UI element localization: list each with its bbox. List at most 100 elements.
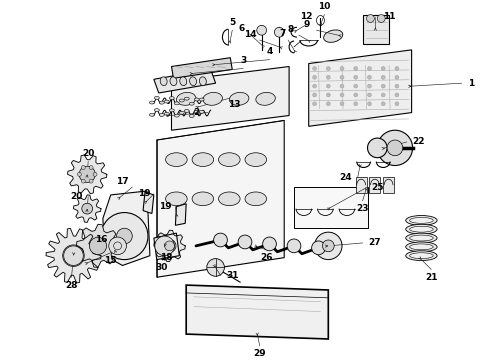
Circle shape — [387, 140, 403, 156]
Text: 20: 20 — [82, 149, 95, 158]
Circle shape — [326, 67, 330, 71]
Ellipse shape — [174, 114, 179, 117]
Text: 16: 16 — [95, 235, 107, 244]
Text: 24: 24 — [340, 173, 352, 182]
Circle shape — [381, 93, 385, 97]
Ellipse shape — [174, 102, 179, 105]
Ellipse shape — [166, 153, 187, 166]
Polygon shape — [143, 192, 154, 213]
Circle shape — [81, 179, 85, 183]
Circle shape — [367, 14, 374, 22]
Circle shape — [395, 75, 399, 79]
Circle shape — [79, 166, 95, 183]
Circle shape — [163, 239, 176, 252]
Ellipse shape — [256, 93, 275, 105]
Ellipse shape — [189, 102, 194, 105]
Circle shape — [274, 27, 284, 37]
Circle shape — [381, 75, 385, 79]
Ellipse shape — [199, 98, 204, 101]
Ellipse shape — [176, 93, 196, 105]
Circle shape — [368, 138, 387, 158]
Ellipse shape — [166, 192, 187, 206]
Text: 12: 12 — [300, 12, 313, 21]
Circle shape — [395, 93, 399, 97]
Ellipse shape — [170, 109, 174, 112]
Circle shape — [313, 75, 317, 79]
Circle shape — [395, 84, 399, 88]
Ellipse shape — [164, 100, 169, 103]
Text: 21: 21 — [425, 273, 438, 282]
Circle shape — [89, 179, 93, 183]
Circle shape — [395, 67, 399, 71]
Polygon shape — [74, 195, 101, 222]
Ellipse shape — [406, 216, 437, 225]
Ellipse shape — [170, 77, 177, 86]
Text: 6: 6 — [239, 24, 245, 33]
Ellipse shape — [159, 113, 164, 116]
Circle shape — [263, 237, 276, 251]
Polygon shape — [76, 224, 120, 267]
Circle shape — [340, 102, 344, 106]
Polygon shape — [363, 14, 389, 44]
Text: 20: 20 — [70, 192, 83, 201]
Circle shape — [257, 25, 267, 35]
Ellipse shape — [149, 113, 154, 116]
Ellipse shape — [199, 77, 206, 86]
Text: 19: 19 — [159, 202, 172, 211]
Ellipse shape — [192, 192, 214, 206]
Circle shape — [238, 235, 252, 249]
Text: 28: 28 — [65, 280, 78, 289]
Ellipse shape — [406, 242, 437, 252]
Circle shape — [326, 102, 330, 106]
Polygon shape — [172, 67, 289, 130]
Circle shape — [354, 93, 358, 97]
Circle shape — [322, 240, 334, 252]
Text: 11: 11 — [383, 12, 395, 21]
Text: 19: 19 — [138, 189, 150, 198]
Polygon shape — [46, 228, 101, 283]
Circle shape — [109, 237, 126, 255]
Circle shape — [381, 67, 385, 71]
Circle shape — [81, 166, 85, 170]
Text: 26: 26 — [260, 253, 273, 262]
Ellipse shape — [160, 77, 167, 86]
Circle shape — [377, 14, 385, 22]
Circle shape — [77, 172, 81, 176]
Ellipse shape — [199, 110, 204, 113]
Text: 4: 4 — [267, 47, 273, 56]
Polygon shape — [154, 233, 179, 260]
Circle shape — [326, 75, 330, 79]
Circle shape — [313, 102, 317, 106]
Circle shape — [101, 212, 148, 260]
Circle shape — [117, 228, 132, 244]
Circle shape — [368, 102, 371, 106]
Ellipse shape — [184, 109, 189, 112]
Ellipse shape — [410, 226, 433, 232]
Circle shape — [377, 130, 413, 166]
Polygon shape — [154, 230, 185, 262]
Circle shape — [354, 102, 358, 106]
Text: 7: 7 — [279, 29, 286, 38]
Circle shape — [315, 232, 342, 260]
Ellipse shape — [170, 96, 174, 100]
Polygon shape — [172, 58, 232, 78]
Polygon shape — [186, 285, 328, 339]
Ellipse shape — [410, 235, 433, 241]
Text: 29: 29 — [253, 349, 266, 358]
Ellipse shape — [154, 96, 159, 99]
Circle shape — [354, 75, 358, 79]
Ellipse shape — [203, 93, 222, 105]
Circle shape — [340, 75, 344, 79]
Circle shape — [381, 102, 385, 106]
Circle shape — [287, 239, 301, 253]
Text: 1: 1 — [468, 79, 474, 88]
Text: 25: 25 — [371, 183, 384, 192]
Ellipse shape — [219, 153, 240, 166]
Ellipse shape — [410, 217, 433, 223]
Ellipse shape — [323, 30, 343, 42]
Circle shape — [368, 75, 371, 79]
Ellipse shape — [189, 114, 194, 117]
Bar — [294, 187, 368, 228]
Polygon shape — [157, 121, 284, 277]
Circle shape — [326, 84, 330, 88]
